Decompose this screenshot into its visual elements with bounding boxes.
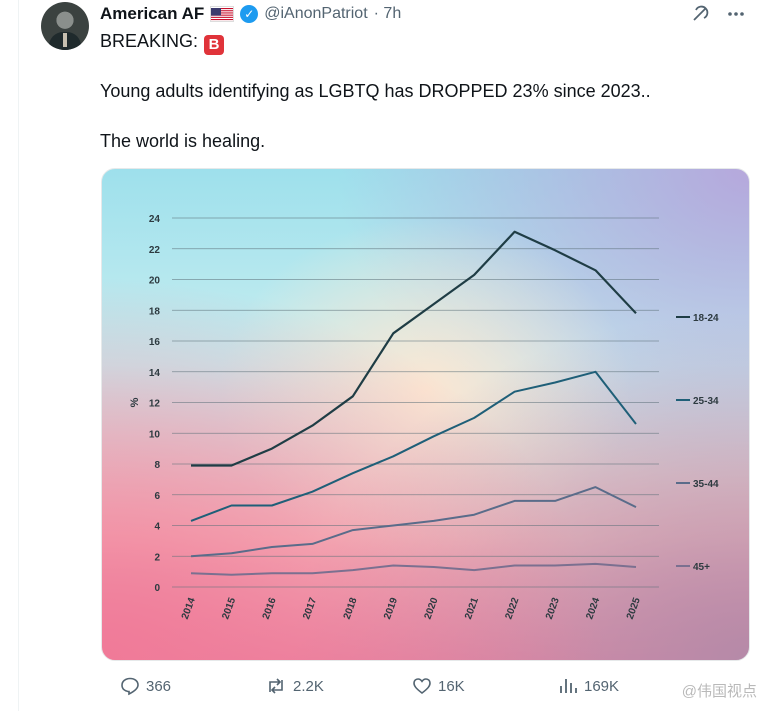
y-tick-label: 4 — [154, 522, 160, 533]
x-tick-label: 2022 — [504, 596, 522, 621]
like-count: 16K — [438, 677, 465, 695]
views-count: 169K — [584, 677, 620, 695]
tweet-card[interactable]: American AF ✓ @iAnonPatriot · 7h BREAKIN… — [18, 0, 765, 711]
series-line-18-24 — [191, 230, 637, 467]
b-badge-icon: B — [204, 35, 225, 55]
breaking-label: BREAKING: — [100, 31, 199, 51]
heart-icon — [413, 678, 431, 695]
tweet-actions: 366 2.2K 16K 169K — [100, 676, 750, 702]
x-tick-label: 2016 — [261, 596, 279, 621]
x-tick-label: 2015 — [220, 596, 238, 621]
views-icon — [560, 679, 577, 693]
y-tick-label: 14 — [149, 368, 161, 379]
x-tick-label: 2021 — [463, 596, 481, 621]
repost-button[interactable]: 2.2K — [265, 676, 324, 696]
y-tick-label: 22 — [149, 245, 161, 256]
more-icon[interactable] — [726, 4, 746, 24]
y-tick-label: 24 — [149, 214, 161, 225]
series-line-35-44 — [190, 486, 637, 558]
y-tick-label: 12 — [149, 399, 161, 410]
x-tick-label: 2025 — [625, 596, 643, 621]
y-tick-label: 10 — [149, 429, 161, 440]
reply-icon — [121, 677, 139, 696]
watermark: @伟国视点 — [681, 683, 757, 700]
series-line-45+ — [190, 562, 637, 576]
x-tick-label: 2019 — [382, 596, 400, 621]
verified-badge-icon: ✓ — [240, 5, 259, 23]
legend-label: 45+ — [693, 562, 710, 573]
y-tick-label: 0 — [154, 583, 160, 594]
series-line-25-34 — [190, 370, 637, 522]
x-tick-label: 2023 — [544, 596, 562, 621]
y-tick-label: 20 — [149, 276, 161, 287]
x-tick-label: 2018 — [342, 596, 360, 621]
views-button[interactable]: 169K — [558, 676, 619, 696]
x-tick-label: 2014 — [180, 596, 198, 621]
legend-label: 25-34 — [693, 396, 719, 407]
y-axis-label: % — [129, 397, 141, 407]
author-handle[interactable]: @iAnonPatriot — [264, 5, 368, 22]
x-tick-label: 2017 — [301, 596, 319, 621]
tweet-line-main: Young adults identifying as LGBTQ has DR… — [100, 81, 651, 101]
like-button[interactable]: 16K — [412, 676, 465, 696]
tweet-media-chart[interactable]: 0 2 4 6 8 10 12 14 16 18 20 22 24% 2014 2015 2016 2017 20… — [101, 168, 750, 661]
tweet-header: American AF ✓ @iAnonPatriot · 7h — [100, 3, 401, 25]
tweet-line-closing: The world is healing. — [100, 131, 266, 151]
us-flag-icon — [210, 6, 235, 22]
y-tick-label: 6 — [154, 491, 160, 502]
y-tick-label: 8 — [154, 460, 160, 471]
x-tick-label: 2024 — [584, 596, 602, 621]
reply-count: 366 — [146, 677, 172, 695]
y-tick-label: 16 — [149, 337, 161, 348]
legend-label: 18-24 — [693, 313, 719, 324]
tweet-line-breaking: BREAKING: B — [100, 31, 225, 55]
repost-count: 2.2K — [293, 677, 324, 695]
y-tick-label: 2 — [154, 552, 160, 563]
top-icons — [690, 4, 746, 24]
legend-label: 35-44 — [693, 479, 719, 490]
x-tick-label: 2020 — [423, 596, 441, 621]
author-name[interactable]: American AF — [100, 4, 205, 23]
avatar[interactable] — [41, 2, 89, 50]
tweet-time[interactable]: · 7h — [373, 5, 402, 22]
grok-icon[interactable] — [690, 4, 710, 24]
reply-button[interactable]: 366 — [120, 676, 171, 696]
repost-icon — [269, 678, 283, 694]
y-tick-label: 18 — [149, 306, 161, 317]
